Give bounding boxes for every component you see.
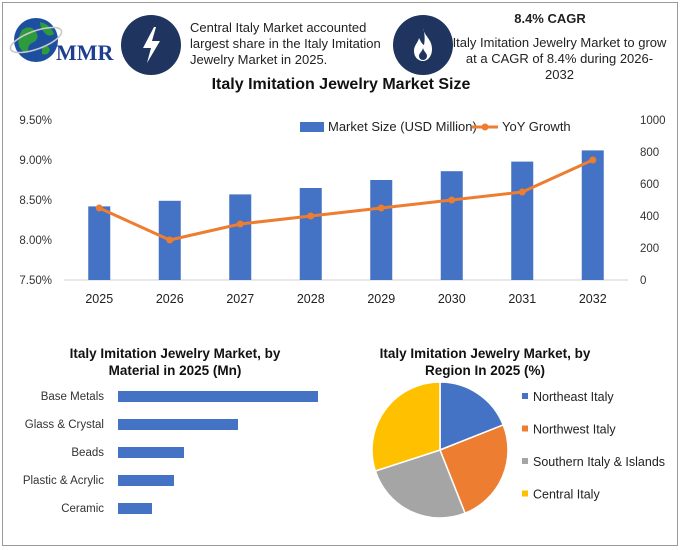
yoy-growth-point xyxy=(518,188,526,196)
left-tick-label: 8.00% xyxy=(19,235,52,247)
market-size-bar xyxy=(88,206,111,280)
x-tick-label: 2026 xyxy=(156,292,184,306)
material-category-label: Glass & Crystal xyxy=(25,419,104,431)
x-tick-label: 2028 xyxy=(297,292,325,306)
logo-text: MMR xyxy=(56,40,114,65)
material-bar xyxy=(118,447,184,458)
region-chart-title: Italy Imitation Jewelry Market, by Regio… xyxy=(355,345,615,379)
market-size-bar xyxy=(511,161,534,280)
material-bar-chart: Base Metals Glass & Crystal Beads Plastic &… xyxy=(23,391,318,515)
market-size-bar xyxy=(370,180,393,280)
material-category-label: Ceramic xyxy=(61,503,104,515)
material-title-line-2: Material in 2025 (Mn) xyxy=(108,363,242,378)
pie-legend-swatch xyxy=(522,458,528,464)
pie-slice xyxy=(374,449,467,519)
mmr-logo: MMR xyxy=(8,12,120,72)
right-tick-label: 600 xyxy=(640,179,659,191)
right-tick-label: 1000 xyxy=(640,115,666,127)
pie-legend-label: Central Italy xyxy=(533,488,600,502)
cagr-title: 8.4% CAGR xyxy=(514,11,586,26)
yoy-growth-point xyxy=(95,204,103,212)
left-tick-label: 9.50% xyxy=(19,115,52,127)
x-tick-label: 2025 xyxy=(85,292,113,306)
market-size-chart: 7.50% 8.00% 8.50% 9.00% 9.50% 0 200 400 600 800 10… xyxy=(19,115,666,306)
legend-label-yoy: YoY Growth xyxy=(502,119,571,134)
material-bar xyxy=(118,475,174,486)
yoy-growth-point xyxy=(589,156,597,164)
right-tick-label: 800 xyxy=(640,147,659,159)
globe-icon xyxy=(9,18,63,62)
region-title-line-2: Region In 2025 (%) xyxy=(424,363,546,378)
left-tick-label: 7.50% xyxy=(19,275,52,287)
market-size-bar xyxy=(440,171,463,280)
yoy-growth-point xyxy=(307,212,315,220)
left-tick-label: 8.50% xyxy=(19,195,52,207)
x-tick-label: 2027 xyxy=(226,292,254,306)
material-category-label: Beads xyxy=(71,447,104,459)
yoy-growth-line xyxy=(98,158,594,242)
right-tick-label: 0 xyxy=(640,275,646,287)
share-text: Central Italy Market accounted largest s… xyxy=(190,20,381,67)
x-tick-label: 2029 xyxy=(367,292,395,306)
x-tick-label: 2031 xyxy=(508,292,536,306)
pie-slice xyxy=(439,381,505,452)
material-bar xyxy=(118,503,152,514)
flame-icon xyxy=(393,15,453,75)
right-tick-label: 200 xyxy=(640,243,659,255)
yoy-growth-point xyxy=(377,204,385,212)
pie-legend-label: Southern Italy & Islands xyxy=(533,455,665,469)
material-title-line-1: Italy Imitation Jewelry Market, by xyxy=(69,346,281,361)
yoy-growth-point xyxy=(448,196,456,204)
material-category-label: Base Metals xyxy=(41,391,105,403)
yoy-growth-point xyxy=(166,236,174,244)
x-tick-label: 2032 xyxy=(579,292,607,306)
material-bar xyxy=(118,391,318,402)
market-size-bar xyxy=(581,150,604,280)
material-category-label: Plastic & Acrylic xyxy=(23,475,104,487)
legend-marker-yoy xyxy=(481,123,489,131)
market-size-bar xyxy=(299,188,322,280)
pie-slice xyxy=(371,381,441,472)
market-size-bar xyxy=(229,194,252,280)
pie-legend-swatch xyxy=(522,425,528,432)
pie-legend-swatch xyxy=(522,393,528,399)
yoy-growth-point xyxy=(236,220,244,228)
pie-legend-label: Northwest Italy xyxy=(533,423,616,437)
material-chart-title: Italy Imitation Jewelry Market, by Mater… xyxy=(45,345,305,379)
right-tick-label: 400 xyxy=(640,211,659,223)
region-title-line-1: Italy Imitation Jewelry Market, by xyxy=(379,346,591,361)
cagr-text: Italy Imitation Jewelry Market to grow a… xyxy=(452,35,667,82)
pie-legend-swatch xyxy=(522,490,528,497)
lightning-icon xyxy=(121,15,181,75)
material-bar xyxy=(118,419,238,430)
left-tick-label: 9.00% xyxy=(19,155,52,167)
pie-legend-label: Northeast Italy xyxy=(533,390,614,404)
main-chart-title: Italy Imitation Jewelry Market Size xyxy=(211,76,471,93)
x-tick-label: 2030 xyxy=(438,292,466,306)
legend-swatch-market-size xyxy=(300,122,324,132)
legend-label-market-size: Market Size (USD Million) xyxy=(328,119,477,134)
region-pie-chart: Northeast Italy Northwest Italy Southern I… xyxy=(371,381,665,519)
